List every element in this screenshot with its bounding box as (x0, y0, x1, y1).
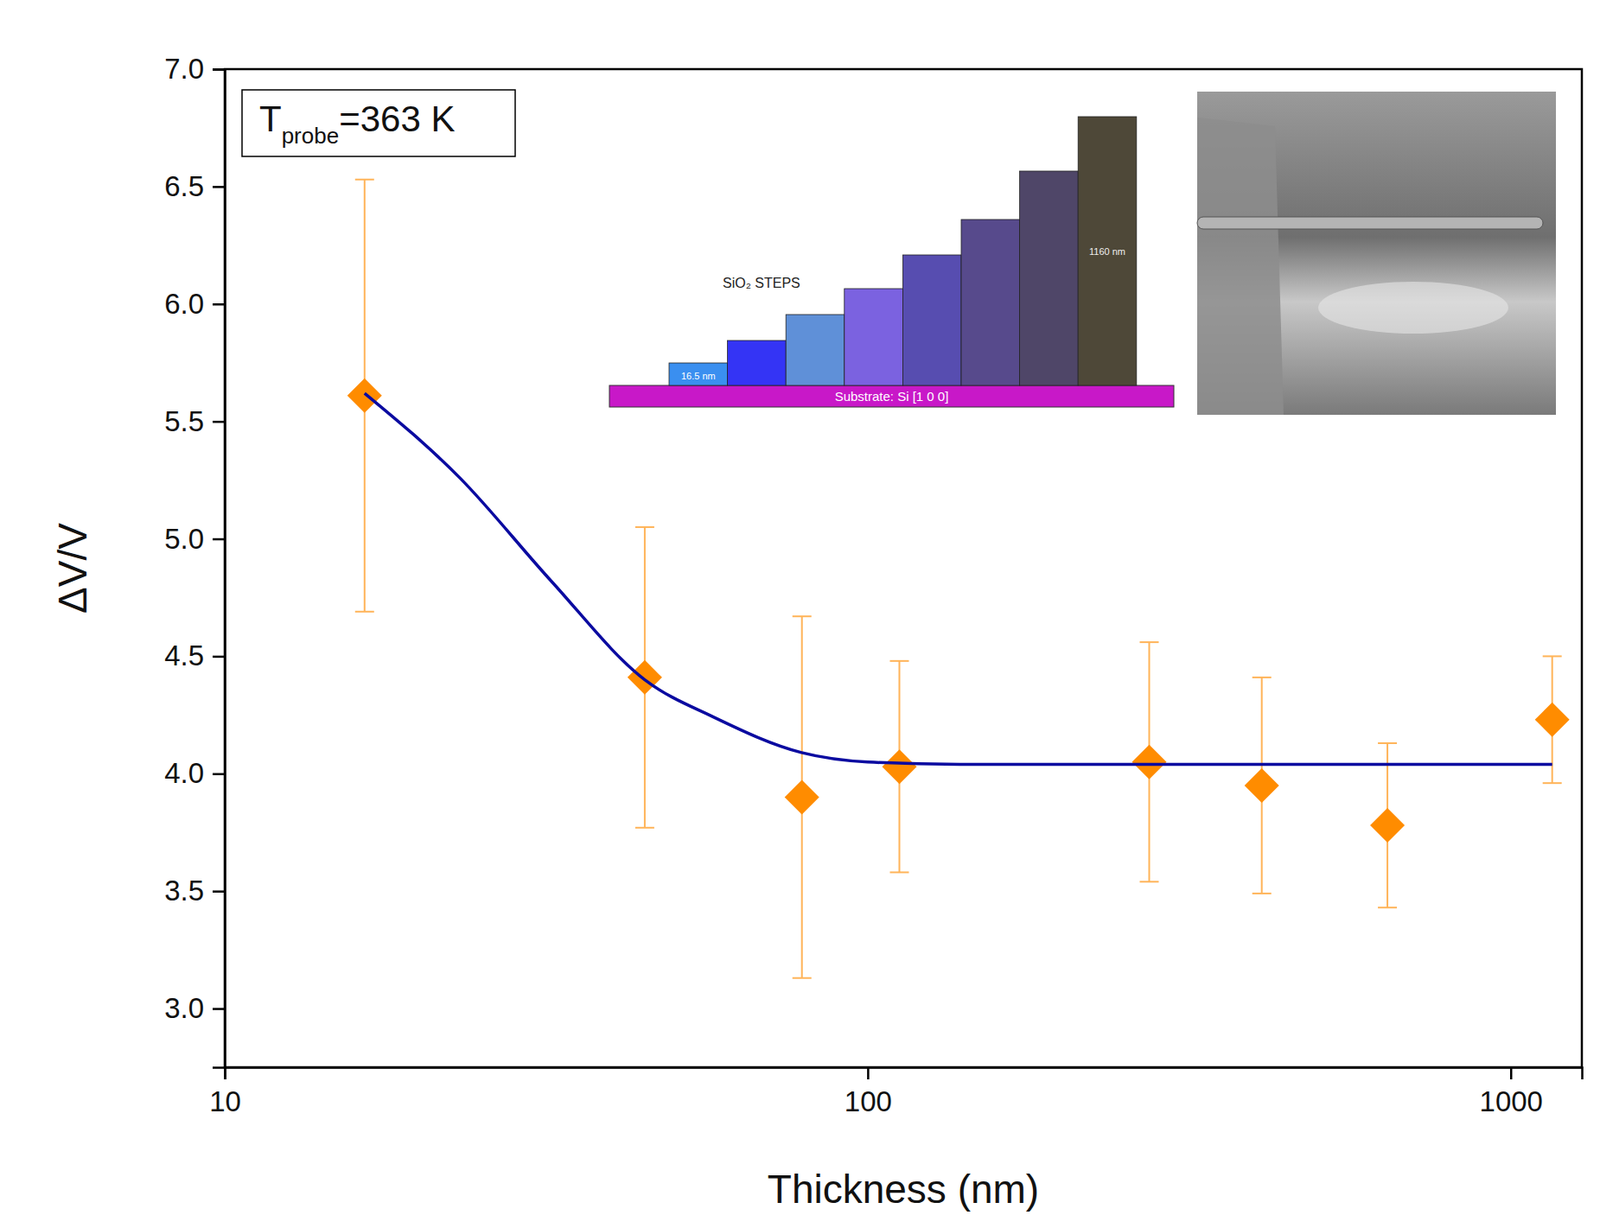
sem-cantilever (1197, 216, 1543, 230)
tick-label: 6.0 (164, 287, 204, 320)
substrate (609, 385, 1174, 408)
sem-image (1197, 91, 1556, 415)
marks (347, 179, 1570, 979)
annotation-subscript: probe (281, 122, 340, 149)
data-point (347, 378, 383, 414)
error-bar-cap (1377, 742, 1397, 745)
inset-title: SiO₂ STEPS (722, 275, 801, 291)
fit-line (364, 393, 1553, 765)
tick-mark (1510, 1067, 1513, 1080)
chart: 10 100 1000 3.0 3.5 4.0 4.5 5.0 5.5 6.0 6.5 7.0 Thic… (0, 0, 1600, 1228)
error-bar-cap (792, 977, 812, 980)
error-bar-cap (1139, 880, 1159, 883)
annotation-main: T (259, 98, 282, 140)
data-point (1131, 745, 1167, 780)
step (961, 219, 1020, 386)
error-bar-cap (355, 611, 375, 613)
tick-mark (212, 68, 225, 71)
tick-mark (212, 420, 225, 424)
error-bar-cap (889, 871, 909, 874)
tick-mark (223, 1067, 227, 1080)
tick-mark (212, 1007, 225, 1011)
annotation: Tprobe=363 K (242, 89, 516, 157)
step (902, 254, 962, 386)
tick: 1000 (1479, 1067, 1543, 1118)
tick: 10 (209, 1067, 242, 1118)
tick: 6.5 (164, 170, 225, 203)
axis-line (225, 1068, 1583, 1081)
tick-label: 3.5 (164, 874, 204, 907)
tick-label: 4.0 (164, 757, 204, 790)
error-bar-cap (1377, 906, 1397, 909)
substrate-label: Substrate: Si [1 0 0] (835, 388, 950, 404)
tick-label: 5.5 (164, 405, 204, 438)
tick-label: 4.5 (164, 639, 204, 672)
tick-mark (212, 538, 225, 542)
error-bar-cap (889, 660, 909, 663)
tick-mark (212, 656, 225, 659)
sem-feature (1318, 281, 1509, 334)
tick-label: 10 (209, 1085, 242, 1118)
step (1077, 116, 1137, 386)
data-point (1244, 768, 1280, 804)
step (785, 314, 845, 386)
error-bar-cap (1252, 892, 1272, 895)
data-point (784, 779, 820, 815)
sem-chip (1197, 117, 1284, 415)
tick: 3.5 (164, 874, 225, 907)
error-bar-cap (1542, 782, 1562, 785)
axis-line (212, 70, 226, 1069)
tick-label: 100 (844, 1085, 893, 1118)
plot-frame (224, 69, 1582, 1068)
tick: 6.0 (164, 287, 225, 320)
tick-label: 5.0 (164, 522, 204, 555)
annotation-text: Tprobe=363 K (259, 98, 455, 149)
data-point (1535, 702, 1570, 738)
y-axis-title: ΔV/V (50, 522, 96, 614)
tick: 5.0 (164, 522, 225, 555)
tick-label: 7.0 (164, 52, 204, 85)
tick: 4.5 (164, 639, 225, 672)
x-axis: 10 100 1000 (209, 1067, 1582, 1118)
data-point (1370, 808, 1405, 843)
tick-label: 3.0 (164, 992, 204, 1025)
tick-mark (866, 1067, 870, 1080)
step-label: 1160 nm (1089, 246, 1126, 257)
sem-background (1197, 91, 1556, 415)
annotation-box (242, 89, 516, 157)
step (844, 288, 904, 386)
annotation-suffix: =363 K (338, 98, 455, 140)
error-bar-cap (635, 526, 655, 529)
tick-mark (212, 303, 225, 306)
tick-label: 1000 (1479, 1085, 1543, 1118)
tick-label: 6.5 (164, 170, 204, 203)
error-bar-cap (792, 615, 812, 618)
tick-mark (212, 185, 225, 189)
error-bar-cap (355, 178, 375, 181)
tick: 7.0 (164, 52, 225, 85)
step (727, 340, 787, 386)
error-bar-cap (1252, 676, 1272, 679)
step (669, 363, 728, 386)
tick: 5.5 (164, 405, 225, 438)
step (1019, 171, 1079, 386)
tick: 100 (844, 1067, 893, 1118)
error-bar-cap (635, 827, 655, 829)
x-axis-title: Thickness (nm) (767, 1166, 1040, 1212)
data-point (881, 749, 917, 785)
y-axis: 3.0 3.5 4.0 4.5 5.0 5.5 6.0 6.5 7.0 (164, 52, 225, 1068)
tick: 3.0 (164, 992, 225, 1025)
step-label: 16.5 nm (681, 370, 716, 382)
tick-mark (212, 773, 225, 777)
tick-mark (212, 890, 225, 893)
inset-steps: Substrate: Si [1 0 0] SiO₂ STEPS 16.5 nm 11… (609, 116, 1174, 408)
error-bar-cap (1542, 655, 1562, 657)
tick: 4.0 (164, 757, 225, 790)
error-bar-cap (1139, 641, 1159, 644)
